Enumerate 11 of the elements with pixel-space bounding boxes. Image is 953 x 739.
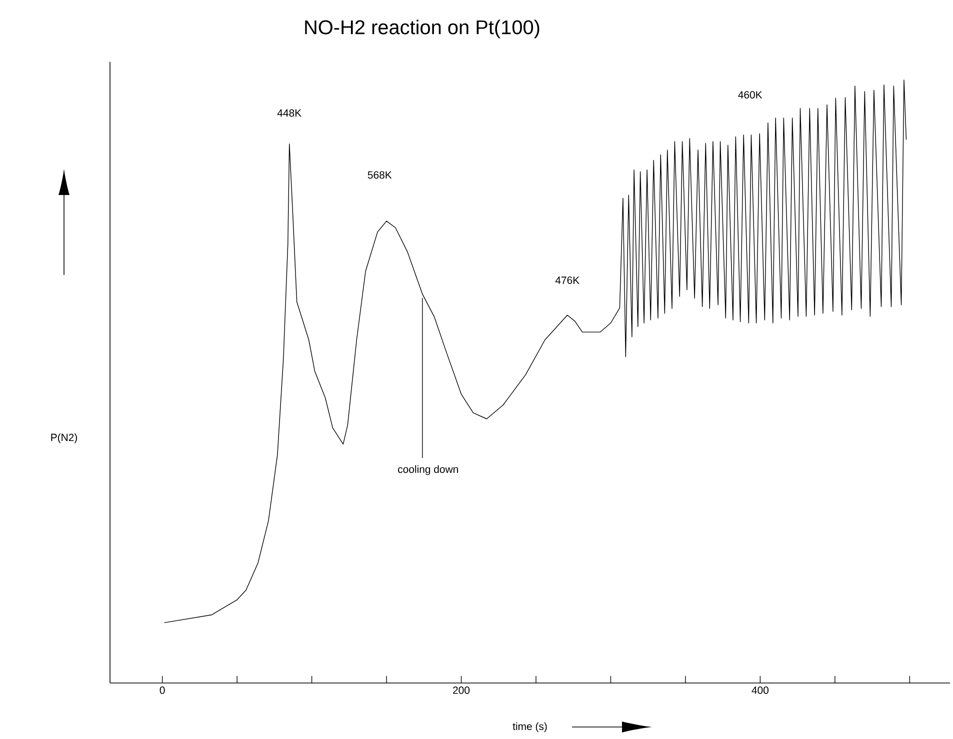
x-axis-title: time (s) — [512, 722, 547, 732]
x-tick-label: 200 — [453, 686, 470, 694]
annotation: 476K — [555, 276, 580, 284]
annotation: 448K — [277, 109, 302, 117]
y-axis-title: P(N2) — [51, 433, 78, 444]
annotation: 460K — [738, 91, 762, 99]
annotation: 568K — [368, 171, 392, 179]
x-tick-label: 0 — [160, 686, 165, 694]
annotation: cooling down — [398, 465, 458, 475]
x-tick-label: 400 — [752, 686, 768, 694]
chart-title: NO-H2 reaction on Pt(100) — [305, 20, 540, 38]
